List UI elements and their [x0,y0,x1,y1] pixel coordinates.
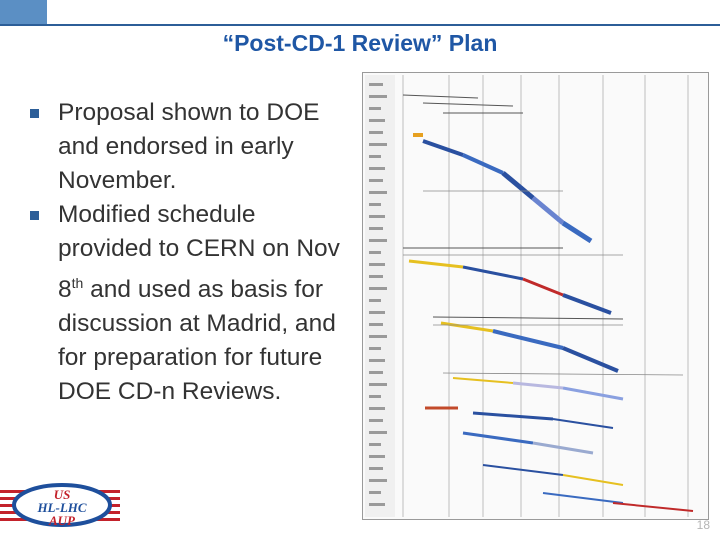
bullet-item: Modified schedule provided to CERN on No… [22,198,352,409]
bullet-list: Proposal shown to DOE and endorsed in ea… [22,96,352,409]
gantt-chart-graphic [363,73,708,519]
bullet-text-continued: and used as basis for discussion at Madr… [58,276,336,406]
header-rule [0,24,720,26]
us-hl-lhc-aup-logo: US HL-LHC AUP [0,478,120,534]
square-bullet-icon [30,211,39,220]
logo-graphic: US HL-LHC AUP [0,483,120,528]
logo-line3: AUP [48,513,76,528]
page-number: 18 [696,518,710,532]
square-bullet-icon [30,109,39,118]
slide-title: “Post-CD-1 Review” Plan [222,30,498,56]
bullet-item: Proposal shown to DOE and endorsed in ea… [22,96,352,198]
bullet-superscript: th [71,275,84,291]
schedule-gantt-chart-image [362,72,709,520]
logo-line2: HL-LHC [36,500,86,515]
logo-line1: US [54,487,71,502]
bullet-text: Proposal shown to DOE and endorsed in ea… [58,99,320,194]
header-accent-bar [0,0,47,24]
bullet-text: Modified schedule provided to CERN on No… [58,201,340,304]
